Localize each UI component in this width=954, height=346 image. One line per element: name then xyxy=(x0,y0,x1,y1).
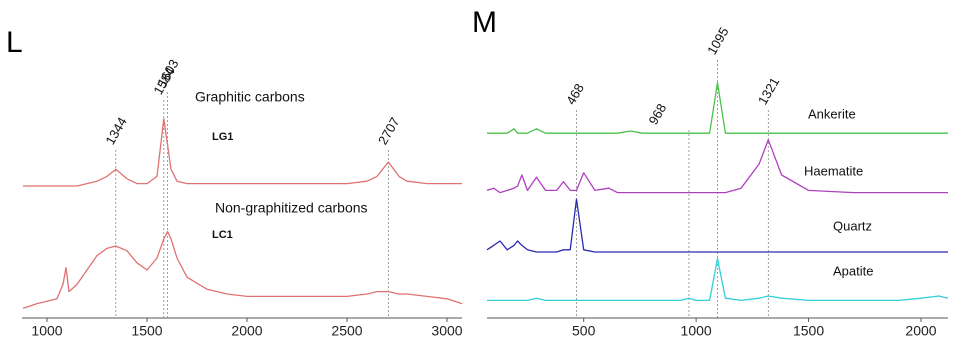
x-tick-label: 500 xyxy=(572,323,596,339)
spectrum-line xyxy=(22,230,463,310)
x-tick-label: 2500 xyxy=(331,323,362,339)
x-tick-label: 1000 xyxy=(31,323,62,339)
x-tick-label: 1000 xyxy=(681,323,712,339)
series-label: LC1 xyxy=(212,229,233,241)
peak-label: 2707 xyxy=(375,115,402,148)
x-tick-label: 2000 xyxy=(231,323,262,339)
peak-label: 468 xyxy=(563,81,587,107)
peak-label: 968 xyxy=(646,101,670,127)
annotation: Non-graphitized carbons xyxy=(215,200,368,216)
spectrum-line xyxy=(487,81,948,134)
panel-label: M xyxy=(472,6,497,39)
panel-label: L xyxy=(6,26,23,59)
series-label: Haematite xyxy=(804,163,863,178)
peak-label: 1095 xyxy=(704,25,731,58)
spectrum-line xyxy=(486,198,948,253)
peak-label: 1344 xyxy=(102,115,129,148)
series-label: Ankerite xyxy=(808,106,856,121)
spectrum-line xyxy=(487,257,949,302)
peak-label: 1603 xyxy=(154,57,181,90)
annotation: Graphitic carbons xyxy=(195,89,305,105)
x-tick-label: 1500 xyxy=(131,323,162,339)
peak-label: 1321 xyxy=(755,75,782,108)
spectrum-line xyxy=(23,118,462,187)
series-label: Apatite xyxy=(833,263,873,278)
spectrum-line xyxy=(486,139,948,194)
x-tick-label: 1500 xyxy=(793,323,824,339)
x-tick-label: 3000 xyxy=(431,323,462,339)
x-tick-label: 2000 xyxy=(905,323,936,339)
series-label: LG1 xyxy=(212,131,233,143)
series-label: Quartz xyxy=(833,218,872,233)
